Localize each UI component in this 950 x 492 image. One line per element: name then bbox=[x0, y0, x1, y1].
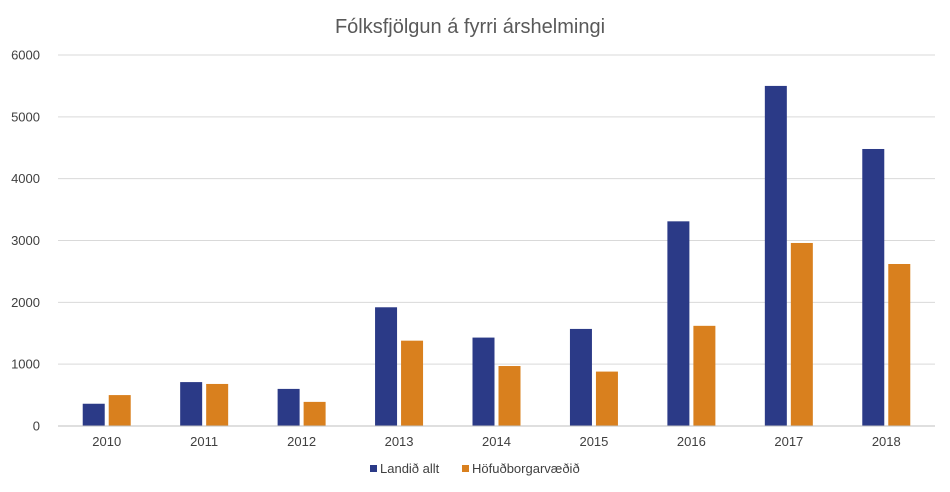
bar-hofudborgarsvaedid-2010 bbox=[108, 395, 131, 426]
x-tick-label: 2016 bbox=[677, 434, 706, 449]
x-axis: 2010 2011 2012 2013 2014 2015 2016 2017 2018 bbox=[92, 434, 900, 449]
bar-landid-allt-2017 bbox=[764, 85, 787, 427]
legend-label: Landið allt bbox=[380, 461, 440, 476]
chart-title: Fólksfjölgun á fyrri árshelmingi bbox=[335, 16, 605, 38]
x-tick-label: 2017 bbox=[774, 434, 803, 449]
bar-landid-allt-2015 bbox=[569, 328, 592, 426]
y-tick-label: 6000 bbox=[11, 48, 40, 63]
bar-landid-allt-2012 bbox=[277, 388, 300, 426]
legend-label: Höfuðborgarvæðið bbox=[472, 461, 580, 476]
bar-landid-allt-2018 bbox=[862, 148, 885, 426]
x-tick-label: 2015 bbox=[579, 434, 608, 449]
bars bbox=[82, 85, 911, 427]
x-tick-label: 2012 bbox=[287, 434, 316, 449]
y-tick-label: 3000 bbox=[11, 233, 40, 248]
x-tick-label: 2013 bbox=[385, 434, 414, 449]
y-tick-label: 0 bbox=[33, 419, 40, 434]
bar-landid-allt-2013 bbox=[375, 307, 398, 426]
bar-landid-allt-2016 bbox=[667, 221, 690, 426]
gridlines bbox=[58, 54, 935, 365]
bar-hofudborgarsvaedid-2016 bbox=[693, 325, 716, 426]
x-tick-label: 2014 bbox=[482, 434, 511, 449]
y-tick-label: 4000 bbox=[11, 171, 40, 186]
bar-hofudborgarsvaedid-2017 bbox=[790, 242, 813, 426]
bar-hofudborgarsvaedid-2012 bbox=[303, 401, 326, 426]
legend-swatch bbox=[370, 465, 377, 472]
bar-landid-allt-2014 bbox=[472, 337, 495, 426]
y-axis: 0 1000 2000 3000 4000 5000 6000 bbox=[11, 48, 40, 434]
legend: Landið allt Höfuðborgarvæðið bbox=[370, 461, 580, 476]
y-tick-label: 2000 bbox=[11, 295, 40, 310]
bar-hofudborgarsvaedid-2011 bbox=[206, 383, 229, 426]
x-tick-label: 2010 bbox=[92, 434, 121, 449]
bar-hofudborgarsvaedid-2018 bbox=[888, 263, 911, 426]
y-tick-label: 5000 bbox=[11, 109, 40, 124]
bar-hofudborgarsvaedid-2015 bbox=[595, 371, 618, 426]
x-tick-label: 2018 bbox=[872, 434, 901, 449]
bar-landid-allt-2010 bbox=[82, 403, 105, 426]
bar-landid-allt-2011 bbox=[180, 382, 203, 426]
bar-hofudborgarsvaedid-2014 bbox=[498, 366, 521, 426]
y-tick-label: 1000 bbox=[11, 357, 40, 372]
x-tick-label: 2011 bbox=[190, 434, 218, 449]
legend-swatch bbox=[462, 465, 469, 472]
bar-hofudborgarsvaedid-2013 bbox=[401, 340, 424, 426]
